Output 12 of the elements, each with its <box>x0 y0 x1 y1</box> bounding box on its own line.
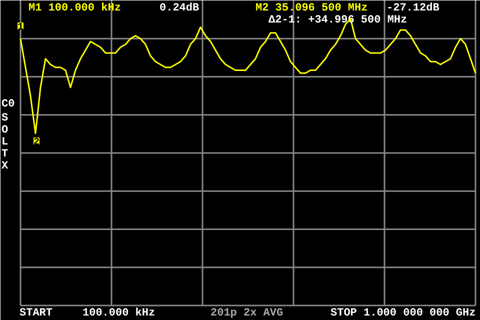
text: 0.24dB <box>160 2 200 14</box>
text: 201p 2x AVG <box>210 308 284 320</box>
text: START <box>20 308 53 320</box>
text: 100.000 kHz <box>82 308 156 320</box>
text: C0 <box>2 98 15 110</box>
annotation: 1 <box>18 22 24 34</box>
annotation: 2 <box>34 138 40 148</box>
text: M2 35.096 500 MHz <box>256 2 368 14</box>
text: SOLTX <box>2 112 8 172</box>
text: -27.12dB <box>386 2 440 14</box>
text: M1 100.000 kHz <box>28 2 121 14</box>
text: STOP 1.000 000 000 GHz <box>330 308 476 320</box>
